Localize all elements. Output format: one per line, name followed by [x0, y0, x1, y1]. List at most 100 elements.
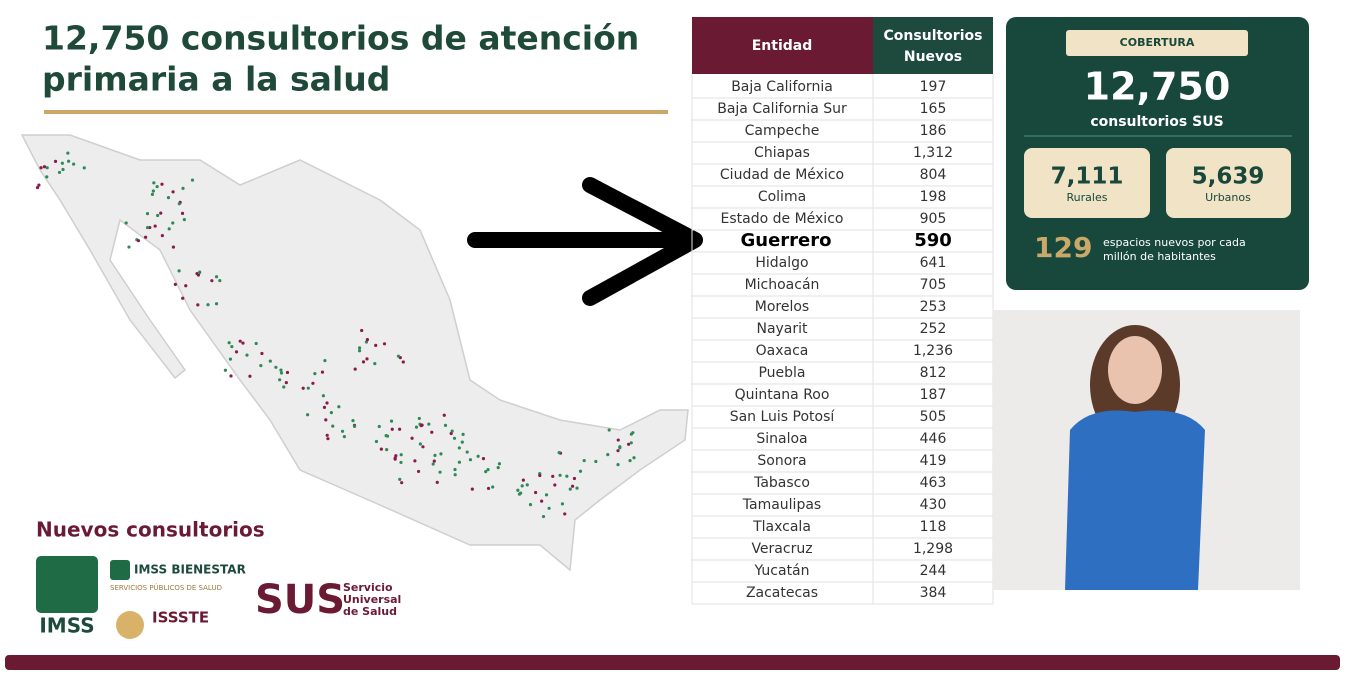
map-dot — [285, 370, 290, 375]
map-dot — [373, 362, 377, 366]
coverage-total: 12,750 — [1084, 65, 1231, 109]
map-dot — [398, 477, 402, 481]
map-dot — [37, 183, 41, 187]
table: Entidad Consultorios Nuevos Baja Califor… — [691, 17, 994, 605]
entity-cell: Baja California — [731, 79, 833, 95]
map-dot — [558, 473, 562, 477]
map-dot — [521, 478, 525, 482]
map-dot — [274, 365, 278, 369]
entity-cell: Tlaxcala — [752, 519, 811, 535]
count-cell: 118 — [920, 519, 947, 535]
header-text: Consultorios — [884, 28, 983, 44]
interpreter-video — [993, 310, 1300, 590]
count-cell: 384 — [920, 585, 947, 601]
map-dot — [438, 470, 442, 474]
count-cell: 419 — [920, 453, 947, 469]
count-cell: 705 — [920, 277, 947, 293]
map-dot — [520, 484, 524, 488]
map-dot — [230, 344, 234, 349]
map-dot — [326, 437, 330, 441]
map-dot — [325, 433, 329, 437]
map-dot — [260, 351, 264, 356]
map-dot — [390, 427, 394, 431]
sus-caption: Universal — [343, 593, 401, 606]
count-cell: 252 — [920, 321, 947, 337]
stat-value: 7,111 — [1051, 164, 1124, 190]
map-dot — [563, 512, 567, 516]
entity-cell: Morelos — [755, 299, 809, 315]
map-dot — [606, 453, 610, 457]
coverage-caption: consultorios SUS — [1090, 114, 1223, 130]
map-dot — [457, 446, 461, 450]
map-dot — [196, 303, 200, 307]
sus-logo: SUS — [255, 577, 345, 623]
map-dot — [374, 439, 379, 444]
map-dot — [305, 413, 310, 417]
count-cell: 905 — [920, 211, 947, 227]
map-dot — [497, 462, 502, 466]
map-dot — [155, 185, 159, 189]
map-dot — [516, 488, 520, 492]
stat-card — [1024, 148, 1150, 218]
map-dot — [443, 423, 448, 427]
map-dot — [151, 189, 155, 193]
map-dot — [410, 436, 414, 440]
map-dot — [400, 481, 404, 485]
map-dot — [311, 381, 315, 385]
map-dot — [229, 374, 233, 378]
map-dot — [42, 165, 47, 169]
map-dot — [396, 354, 401, 358]
map-dot — [320, 370, 325, 374]
map-dot — [150, 192, 155, 197]
map-dot — [457, 460, 462, 464]
entity-cell: Yucatán — [753, 563, 809, 579]
map-dot — [214, 275, 219, 279]
map-dot — [461, 432, 465, 436]
map-dot — [594, 459, 598, 464]
entity-cell: San Luis Potosí — [730, 409, 836, 425]
map-dot — [401, 360, 405, 364]
map-dot — [557, 451, 561, 455]
entity-cell: Sonora — [757, 453, 806, 469]
entity-cell: Zacatecas — [746, 585, 818, 601]
map-dot — [496, 466, 500, 470]
entity-cell: Oaxaca — [756, 343, 809, 359]
map-dot — [616, 449, 620, 453]
count-cell: 812 — [920, 365, 947, 381]
map-dot — [399, 460, 403, 465]
map-dot — [364, 340, 369, 344]
map-dot — [342, 434, 346, 439]
entity-cell: Baja California Sur — [717, 101, 847, 117]
map-dot — [227, 341, 231, 345]
map-dot — [452, 436, 457, 440]
stat-value: 5,639 — [1192, 164, 1265, 190]
map-dot — [234, 350, 239, 354]
map-dot — [184, 284, 188, 288]
title-rule — [44, 110, 668, 114]
map-dot — [144, 235, 148, 239]
map-dot — [351, 418, 355, 423]
map-dot — [82, 166, 86, 170]
map-dot — [572, 476, 577, 481]
map-dot — [486, 486, 491, 491]
entity-cell: Campeche — [745, 123, 820, 139]
map-dot — [476, 454, 480, 458]
map-dot — [616, 463, 620, 467]
map-dot — [616, 438, 620, 442]
entity-cell: Colima — [758, 189, 806, 205]
map-dot — [582, 458, 586, 463]
entity-cell: Nayarit — [756, 321, 808, 337]
map-dot — [45, 175, 49, 179]
map-dot — [439, 452, 443, 456]
map-dot — [284, 381, 288, 385]
entity-cell: Guerrero — [740, 230, 831, 251]
count-cell: 590 — [914, 230, 952, 251]
map-dot — [245, 353, 249, 357]
map-dot — [171, 221, 175, 225]
map-dot — [248, 374, 252, 378]
map-dot — [486, 468, 490, 472]
map-dot — [385, 447, 389, 452]
header-cell — [692, 17, 873, 74]
map-dot — [418, 442, 422, 446]
